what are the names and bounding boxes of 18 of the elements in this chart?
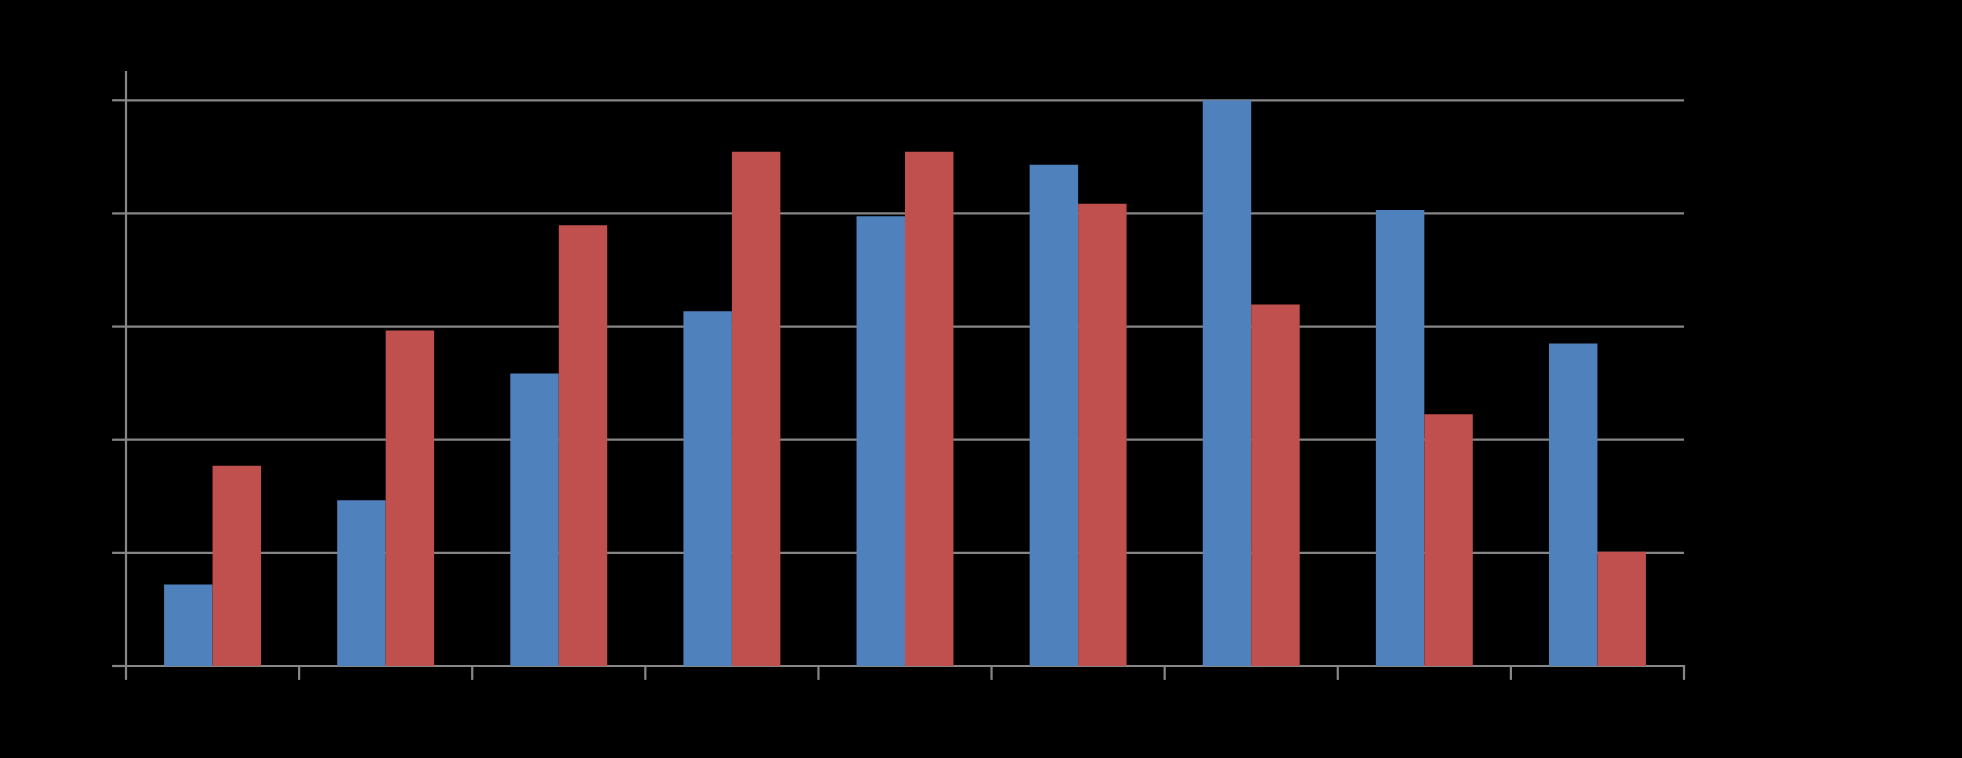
bar	[683, 311, 732, 666]
bar	[1029, 164, 1079, 666]
bar	[856, 216, 905, 666]
bar	[510, 373, 559, 666]
bar	[558, 225, 608, 666]
bar	[164, 584, 213, 666]
bar	[905, 151, 954, 666]
bar	[1375, 210, 1425, 666]
bar	[1424, 414, 1473, 666]
bar	[1548, 343, 1598, 666]
bar	[1597, 551, 1646, 666]
bar	[212, 465, 262, 666]
bar	[1251, 304, 1300, 666]
bar	[337, 500, 386, 666]
bar	[1078, 203, 1127, 666]
bar	[731, 151, 781, 666]
bar	[1202, 100, 1252, 666]
bar	[385, 330, 435, 666]
